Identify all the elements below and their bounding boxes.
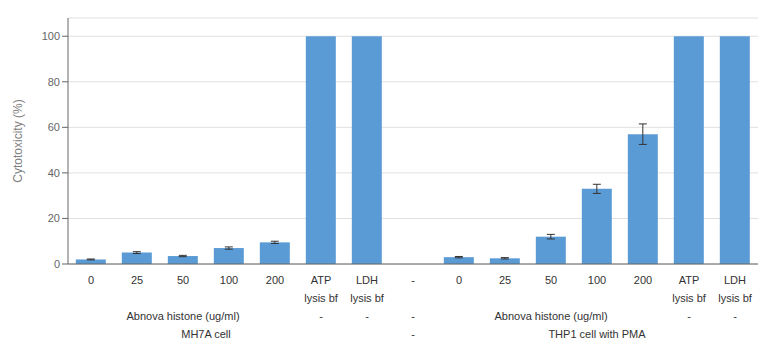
svg-text:-: - <box>411 310 415 322</box>
svg-text:200: 200 <box>634 274 652 286</box>
svg-text:lysis bf: lysis bf <box>718 292 753 304</box>
svg-text:LDH: LDH <box>724 274 746 286</box>
svg-text:100: 100 <box>220 274 238 286</box>
svg-text:80: 80 <box>48 76 60 88</box>
svg-text:25: 25 <box>131 274 143 286</box>
svg-text:LDH: LDH <box>356 274 378 286</box>
svg-text:25: 25 <box>499 274 511 286</box>
svg-text:Abnova histone (ug/ml): Abnova histone (ug/ml) <box>494 310 607 322</box>
svg-text:lysis bf: lysis bf <box>672 292 707 304</box>
svg-text:THP1 cell with PMA: THP1 cell with PMA <box>548 328 646 340</box>
svg-text:-: - <box>733 310 737 322</box>
svg-text:0: 0 <box>88 274 94 286</box>
svg-text:100: 100 <box>588 274 606 286</box>
svg-text:lysis bf: lysis bf <box>350 292 385 304</box>
svg-text:-: - <box>411 274 415 286</box>
svg-text:200: 200 <box>266 274 284 286</box>
svg-text:lysis bf: lysis bf <box>304 292 339 304</box>
svg-text:50: 50 <box>545 274 557 286</box>
svg-text:-: - <box>319 310 323 322</box>
svg-text:Abnova histone (ug/ml): Abnova histone (ug/ml) <box>126 310 239 322</box>
svg-text:MH7A cell: MH7A cell <box>181 328 231 340</box>
svg-text:40: 40 <box>48 167 60 179</box>
svg-text:-: - <box>411 328 415 340</box>
svg-text:Cytotoxicity (%): Cytotoxicity (%) <box>11 99 25 182</box>
svg-text:ATP: ATP <box>679 274 700 286</box>
svg-text:100: 100 <box>42 30 60 42</box>
svg-text:0: 0 <box>456 274 462 286</box>
svg-text:50: 50 <box>177 274 189 286</box>
svg-text:ATP: ATP <box>311 274 332 286</box>
svg-text:20: 20 <box>48 212 60 224</box>
svg-text:60: 60 <box>48 121 60 133</box>
svg-text:-: - <box>687 310 691 322</box>
svg-text:0: 0 <box>54 258 60 270</box>
svg-text:-: - <box>365 310 369 322</box>
